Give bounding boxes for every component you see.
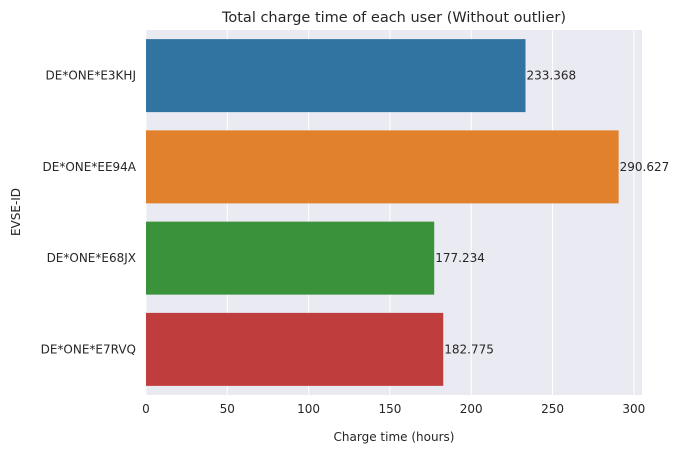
x-tick-label: 150: [378, 402, 401, 416]
y-tick-label: DE*ONE*EE94A: [43, 160, 137, 174]
y-axis-label: EVSE-ID: [9, 188, 23, 236]
y-tick-labels: DE*ONE*E3KHJ DE*ONE*EE94A DE*ONE*E68JX DE*O…: [41, 69, 137, 357]
bars: [146, 39, 619, 386]
y-tick-label: DE*ONE*E7RVQ: [41, 342, 136, 356]
bar-value-label: 182.775: [444, 342, 494, 356]
x-tick-label: 100: [297, 402, 320, 416]
bar: [146, 312, 444, 386]
bar: [146, 221, 435, 295]
bar-value-label: 290.627: [620, 160, 670, 174]
x-tick-label: 50: [220, 402, 235, 416]
bar: [146, 39, 526, 113]
chart-title: Total charge time of each user (Without …: [221, 10, 566, 26]
y-tick-label: DE*ONE*E3KHJ: [46, 69, 136, 83]
bar-value-label: 233.368: [527, 69, 577, 83]
y-tick-label: DE*ONE*E68JX: [47, 251, 136, 265]
x-tick-label: 200: [460, 402, 483, 416]
x-axis-label: Charge time (hours): [334, 430, 455, 444]
value-labels: 233.368 290.627 177.234 182.775: [435, 69, 669, 357]
x-tick-label: 250: [541, 402, 564, 416]
x-tick-label: 0: [142, 402, 150, 416]
x-tick-label: 300: [622, 402, 645, 416]
bar: [146, 130, 619, 204]
bar-value-label: 177.234: [435, 251, 485, 265]
x-tick-labels: 0 50 100 150 200 250 300: [142, 402, 645, 416]
